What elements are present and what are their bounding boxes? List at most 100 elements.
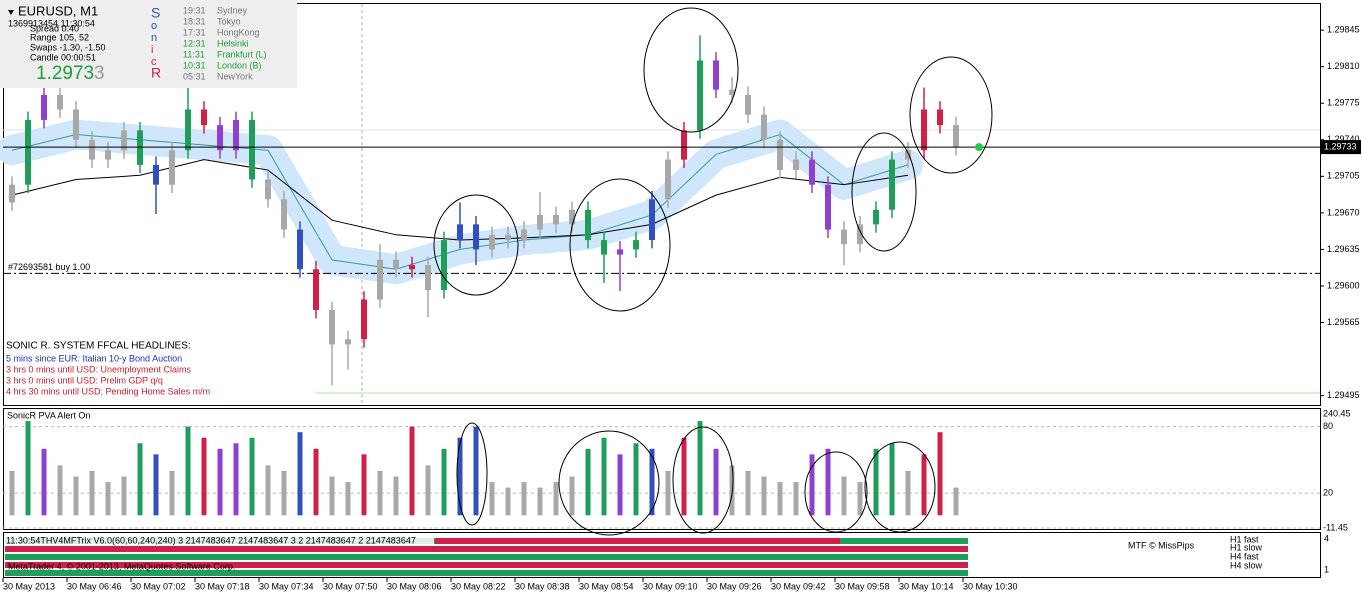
trix-axis: 1 <box>1324 564 1329 574</box>
y-tick-label: 1.29705 <box>1327 171 1360 181</box>
current-price-label: 1.29733 <box>1324 141 1357 151</box>
candle-body <box>185 109 191 151</box>
candle-body <box>761 114 767 140</box>
sonic-letter: i <box>151 44 153 56</box>
volume-bar <box>9 470 15 516</box>
volume-bar <box>153 454 159 516</box>
circle <box>558 430 660 536</box>
range: Range 105, 52 <box>30 32 89 42</box>
candle-body <box>697 60 703 131</box>
headlines: SONIC R. SYSTEM FFCAL HEADLINES:5 mins s… <box>6 341 210 397</box>
session-time: 11:31 <box>183 49 205 59</box>
circle <box>851 132 917 252</box>
sonic-letter: o <box>151 20 157 32</box>
trix-panel <box>3 532 1321 578</box>
ma-fast <box>11 134 909 270</box>
volume-bar <box>697 421 703 516</box>
y-tick-label: 1.29775 <box>1327 98 1360 108</box>
candle-body <box>681 130 687 160</box>
candle-body <box>633 240 639 250</box>
volume-bar <box>617 454 623 516</box>
volume-bar <box>185 426 191 516</box>
candle-body <box>601 240 607 255</box>
main-panel <box>3 3 1321 406</box>
candle-body <box>713 60 719 90</box>
volume-bar <box>105 482 111 516</box>
candle-body <box>617 249 623 255</box>
sonic-letters: SonicR <box>151 5 161 81</box>
volume-bar <box>297 432 303 516</box>
candle-body <box>537 214 543 230</box>
candle-body <box>425 265 431 291</box>
volume-bar <box>601 437 607 516</box>
trix-label-bg <box>4 536 434 546</box>
candle-body <box>857 224 863 245</box>
candle-body <box>9 184 15 203</box>
volume-bar <box>409 426 415 516</box>
circle <box>456 422 488 526</box>
candle-body <box>297 229 303 270</box>
candle-body <box>313 269 319 310</box>
headline: 4 hrs 30 mins until USD: Pending Home Sa… <box>6 386 210 396</box>
sessions: 19:31 Sydney 18:31 Tokyo 17:31 HongKong 12:31 H… <box>183 5 267 81</box>
headline: 3 hrs 0 mins until USD: Unemployment Cla… <box>6 364 192 374</box>
volume-bar <box>585 448 591 516</box>
volume-bar <box>89 470 95 516</box>
spread: Spread 0.40 <box>30 23 79 33</box>
volume-bar <box>665 470 671 516</box>
circle <box>864 441 936 533</box>
candle-body <box>201 109 207 126</box>
volume-bar <box>633 443 639 516</box>
volume-bar <box>553 482 559 516</box>
strip <box>840 538 968 544</box>
session-time: 05:31 <box>183 71 206 81</box>
session-time: 17:31 <box>183 27 206 37</box>
session-name: Sydney <box>217 5 248 15</box>
candle-body <box>57 94 63 110</box>
volume-bar <box>377 470 383 516</box>
volume-bar <box>505 487 511 516</box>
volume-bar <box>905 470 911 516</box>
candle-body <box>521 229 527 241</box>
candle-body <box>25 119 31 185</box>
volume-bar <box>281 470 287 516</box>
volume-bar <box>761 476 767 516</box>
candle-body <box>777 139 783 171</box>
circle <box>643 7 739 133</box>
volume-chart: SonicR PVA Alert On 240.45 -11.45 20 80 <box>3 408 1351 532</box>
volume-bar <box>841 476 847 516</box>
volume-bar <box>169 470 175 516</box>
candle-body <box>937 109 943 126</box>
candle-body <box>153 164 159 185</box>
time-label: 30 May 07:50 <box>323 581 378 591</box>
y-tick-label: -11.45 <box>1323 522 1348 532</box>
panel-title: SonicR PVA Alert On <box>7 410 90 420</box>
sonic-letter: c <box>151 56 157 68</box>
volume-bar <box>137 443 143 516</box>
volume-bar <box>233 443 239 516</box>
candle-body <box>729 89 735 95</box>
time-label: 30 May 10:14 <box>899 581 954 591</box>
sonic-letter: S <box>151 5 160 21</box>
volume-bar <box>265 465 271 516</box>
circle <box>909 56 993 174</box>
volume-bar <box>569 476 575 516</box>
session-time: 12:31 <box>183 38 206 48</box>
candle-body <box>553 214 559 225</box>
y-tick-label: 1.29635 <box>1327 244 1360 254</box>
candle-body <box>745 94 751 115</box>
trix-label: 11:30:54THV4MFTrix V6.0(60,60,240,240) 3… <box>6 535 416 545</box>
annotations <box>433 7 993 536</box>
session-time: 18:31 <box>183 16 206 26</box>
volume-bar <box>873 448 879 516</box>
trix-row: H4 slow <box>1230 560 1263 570</box>
candle-body <box>441 240 447 291</box>
candle-body <box>345 339 351 345</box>
trix-row: H4 fast <box>1230 551 1259 561</box>
trix-axis: 4 <box>1324 533 1329 543</box>
candle-body <box>169 150 175 185</box>
candle-body <box>649 199 655 241</box>
candle-body <box>217 125 223 151</box>
volume-bar <box>329 476 335 516</box>
y-tick-label: 20 <box>1323 488 1333 498</box>
